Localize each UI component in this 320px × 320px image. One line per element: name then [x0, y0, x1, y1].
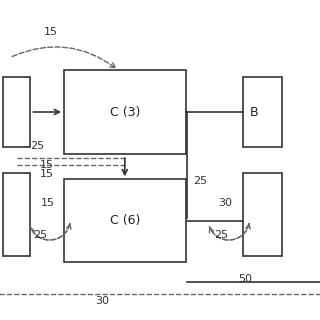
Text: C (3): C (3): [110, 106, 140, 118]
Text: 30: 30: [219, 198, 233, 208]
Text: 25: 25: [194, 176, 208, 186]
Text: 30: 30: [95, 296, 109, 307]
Text: 15: 15: [40, 198, 54, 208]
Bar: [243, 173, 282, 256]
Bar: [64, 70, 186, 154]
Text: 15: 15: [39, 169, 53, 180]
Text: 50: 50: [238, 274, 252, 284]
Bar: [3, 173, 30, 256]
Text: 25: 25: [33, 230, 47, 240]
Text: C (6): C (6): [110, 214, 140, 227]
Text: 15: 15: [44, 27, 58, 37]
Bar: [243, 77, 282, 147]
Bar: [64, 179, 186, 262]
Bar: [3, 77, 30, 147]
Text: 25: 25: [214, 230, 228, 240]
Text: B: B: [250, 106, 258, 118]
Text: 25: 25: [30, 140, 44, 151]
Text: 15: 15: [39, 160, 53, 170]
